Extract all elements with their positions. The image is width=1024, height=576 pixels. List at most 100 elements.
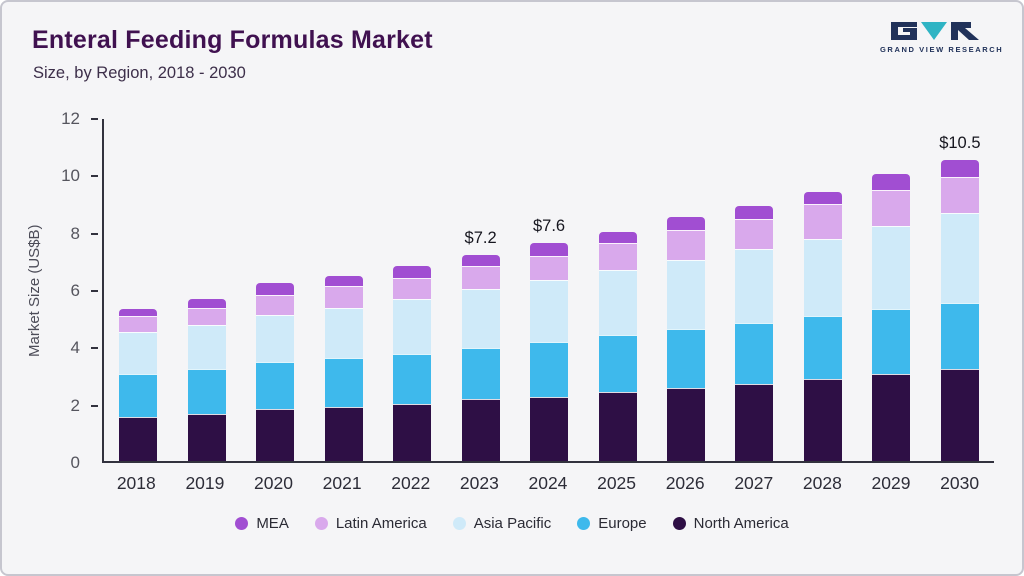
segment-europe[interactable] [735, 323, 774, 384]
segment-north-america[interactable] [530, 396, 569, 461]
segment-asia-pacific[interactable] [940, 213, 979, 304]
segment-mea[interactable] [872, 174, 911, 191]
segment-mea[interactable] [461, 254, 500, 267]
legend-item-latin-america: Latin America [314, 515, 427, 532]
segment-latin-america[interactable] [187, 307, 226, 325]
segment-mea[interactable] [187, 299, 226, 308]
segment-europe[interactable] [461, 347, 500, 400]
segment-asia-pacific[interactable] [187, 324, 226, 370]
segment-asia-pacific[interactable] [735, 248, 774, 324]
page-subtitle: Size, by Region, 2018 - 2030 [33, 64, 246, 82]
value-label-2030: $10.5 [939, 134, 981, 153]
segment-latin-america[interactable] [256, 294, 295, 315]
y-tick-label: 2 [70, 395, 80, 415]
legend-label: Latin America [335, 515, 427, 532]
segment-latin-america[interactable] [940, 177, 979, 214]
bar-column-2023: $7.2 [446, 119, 514, 461]
segment-latin-america[interactable] [119, 316, 158, 333]
segment-asia-pacific[interactable] [598, 270, 637, 335]
segment-asia-pacific[interactable] [872, 225, 911, 310]
segment-mea[interactable] [530, 243, 569, 257]
legend: MEA Latin America Asia Pacific Europe North … [2, 515, 1022, 532]
segment-north-america[interactable] [735, 383, 774, 461]
legend-label: North America [693, 515, 789, 532]
legend-label: Europe [598, 515, 647, 532]
stacked-bar-2026[interactable] [666, 217, 705, 461]
bar-column-2030: $10.5 [926, 119, 994, 461]
bar-column-2028 [789, 119, 857, 461]
bar-column-2029 [857, 119, 925, 461]
segment-asia-pacific[interactable] [324, 307, 363, 358]
y-tick-label: 0 [70, 453, 80, 472]
segment-north-america[interactable] [187, 413, 226, 461]
segment-mea[interactable] [940, 160, 979, 178]
segment-europe[interactable] [256, 362, 295, 410]
segment-asia-pacific[interactable] [803, 238, 842, 317]
stacked-bar-2028[interactable] [803, 191, 842, 461]
segment-latin-america[interactable] [393, 277, 432, 300]
segment-north-america[interactable] [119, 416, 158, 461]
segment-latin-america[interactable] [872, 190, 911, 226]
bar-column-2021 [309, 119, 377, 461]
segment-mea[interactable] [598, 231, 637, 244]
segment-latin-america[interactable] [666, 230, 705, 261]
segment-asia-pacific[interactable] [461, 289, 500, 348]
segment-north-america[interactable] [324, 406, 363, 461]
segment-north-america[interactable] [872, 373, 911, 461]
x-tick-label: 2027 [734, 473, 774, 493]
segment-europe[interactable] [872, 309, 911, 374]
segment-asia-pacific[interactable] [119, 332, 158, 374]
segment-latin-america[interactable] [324, 286, 363, 308]
y-tick-label: 10 [61, 166, 80, 186]
segment-north-america[interactable] [803, 379, 842, 461]
segment-mea[interactable] [324, 276, 363, 287]
segment-north-america[interactable] [666, 387, 705, 461]
segment-asia-pacific[interactable] [393, 299, 432, 354]
y-tick-mark [91, 118, 98, 120]
segment-latin-america[interactable] [598, 243, 637, 271]
stacked-bar-2029[interactable] [872, 174, 911, 461]
segment-europe[interactable] [598, 334, 637, 393]
stacked-bar-2023[interactable] [461, 254, 500, 461]
segment-mea[interactable] [119, 309, 158, 317]
legend-item-europe: Europe [577, 515, 647, 532]
stacked-bar-2022[interactable] [393, 266, 432, 461]
stacked-bar-2021[interactable] [324, 276, 363, 461]
y-tick-mark [91, 290, 98, 292]
segment-north-america[interactable] [256, 409, 295, 461]
stacked-bar-2019[interactable] [187, 299, 226, 461]
segment-europe[interactable] [530, 342, 569, 397]
segment-latin-america[interactable] [735, 218, 774, 249]
segment-mea[interactable] [803, 191, 842, 205]
stacked-bar-2027[interactable] [735, 205, 774, 461]
segment-north-america[interactable] [598, 392, 637, 461]
segment-mea[interactable] [666, 217, 705, 231]
segment-europe[interactable] [803, 316, 842, 380]
segment-europe[interactable] [324, 357, 363, 407]
segment-north-america[interactable] [461, 399, 500, 461]
stacked-bar-2024[interactable] [530, 243, 569, 461]
x-axis-labels: 2018 2019 2020 2021 2022 2023 2024 2025 2026 2027… [102, 473, 994, 494]
segment-mea[interactable] [256, 283, 295, 295]
segment-europe[interactable] [187, 369, 226, 414]
segment-mea[interactable] [735, 205, 774, 219]
segment-europe[interactable] [666, 329, 705, 388]
segment-europe[interactable] [119, 373, 158, 417]
segment-north-america[interactable] [940, 369, 979, 461]
segment-latin-america[interactable] [803, 204, 842, 239]
segment-europe[interactable] [940, 303, 979, 370]
stacked-bar-2025[interactable] [598, 231, 637, 461]
segment-latin-america[interactable] [461, 266, 500, 290]
segment-asia-pacific[interactable] [256, 314, 295, 363]
stacked-bar-2030[interactable] [940, 160, 979, 461]
x-tick-label: 2020 [254, 473, 293, 493]
segment-north-america[interactable] [393, 403, 432, 461]
legend-label: Asia Pacific [473, 515, 552, 532]
segment-asia-pacific[interactable] [666, 260, 705, 330]
stacked-bar-2020[interactable] [256, 283, 295, 461]
stacked-bar-2018[interactable] [119, 309, 158, 461]
segment-latin-america[interactable] [530, 256, 569, 281]
segment-europe[interactable] [393, 353, 432, 404]
segment-mea[interactable] [393, 266, 432, 278]
segment-asia-pacific[interactable] [530, 280, 569, 343]
